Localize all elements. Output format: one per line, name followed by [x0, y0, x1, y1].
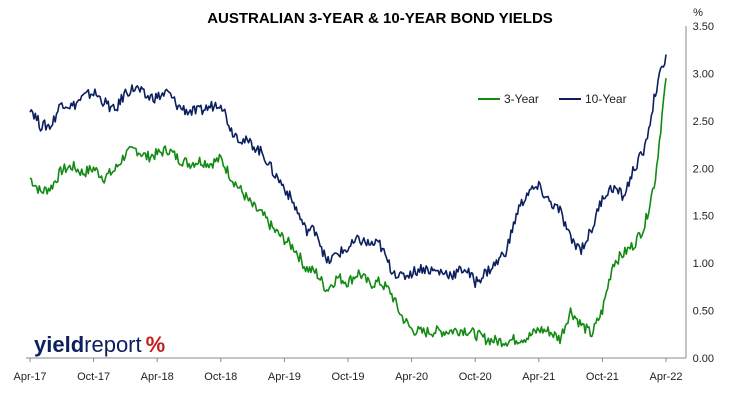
x-axis-ticks: Apr-17 Oct-17 Apr-18 Oct-18 Apr-19 Oct-19 Apr-… — [13, 358, 683, 383]
x-tick-label: Oct-21 — [586, 371, 619, 383]
series-line-10-year — [29, 54, 667, 289]
y-axis-unit: % — [693, 7, 703, 19]
x-tick-label: Oct-20 — [459, 371, 492, 383]
y-tick-label: 3.00 — [693, 68, 714, 80]
x-tick-label: Apr-20 — [395, 371, 428, 383]
legend-label-10-year: 10-Year — [585, 92, 627, 106]
x-tick-label: Apr-21 — [522, 371, 555, 383]
y-tick-label: 0.50 — [693, 306, 714, 318]
series-lines — [29, 54, 667, 348]
logo-percent-symbol: % — [146, 332, 166, 357]
x-tick-label: Oct-19 — [331, 371, 364, 383]
yieldreport-logo: yieldreport% — [34, 332, 165, 357]
x-tick-label: Apr-18 — [141, 371, 174, 383]
x-tick-label: Oct-17 — [77, 371, 110, 383]
logo-part-yield: yield — [34, 332, 84, 357]
x-tick-label: Apr-17 — [13, 371, 46, 383]
y-tick-label: 1.00 — [693, 258, 714, 270]
logo-part-report: report — [84, 332, 141, 357]
logo-text: yieldreport% — [34, 332, 165, 357]
y-tick-label: 3.50 — [693, 21, 714, 33]
y-tick-label: 2.50 — [693, 116, 714, 128]
x-tick-label: Apr-19 — [268, 371, 301, 383]
legend-label-3-year: 3-Year — [504, 92, 539, 106]
y-axis-ticks: 0.00 0.50 1.00 1.50 2.00 2.50 3.00 3.50 — [693, 21, 714, 365]
y-tick-label: 0.00 — [693, 353, 714, 365]
series-line-3-year — [29, 78, 667, 348]
y-tick-label: 2.00 — [693, 163, 714, 175]
x-tick-label: Oct-18 — [204, 371, 237, 383]
legend: 3-Year 10-Year — [478, 92, 627, 106]
chart-title: AUSTRALIAN 3-YEAR & 10-YEAR BOND YIELDS — [207, 10, 553, 27]
y-tick-label: 1.50 — [693, 211, 714, 223]
x-tick-label: Apr-22 — [649, 371, 682, 383]
